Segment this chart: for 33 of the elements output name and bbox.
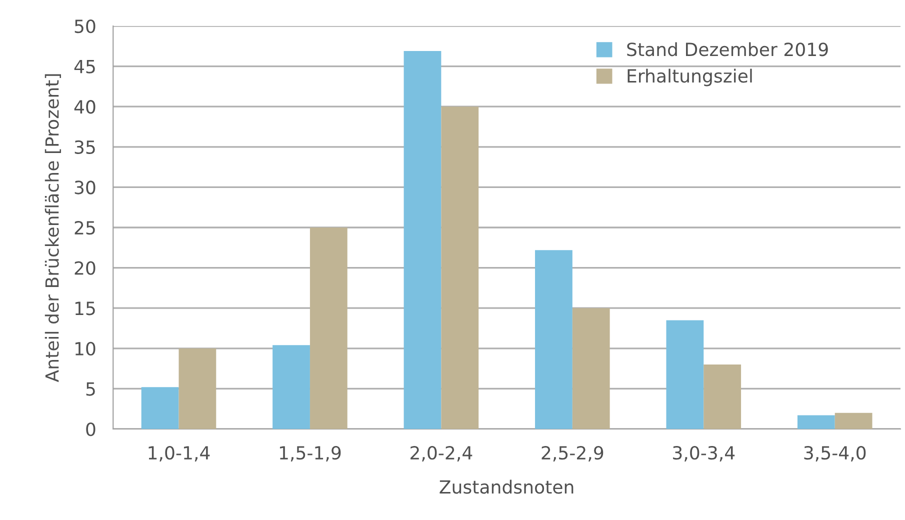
y-tick-label: 35 xyxy=(74,140,95,154)
bar xyxy=(572,308,610,429)
y-tick-label: 20 xyxy=(74,261,96,275)
y-tick-label: 30 xyxy=(74,180,96,194)
y-tick-label: 45 xyxy=(74,60,95,74)
y-axis-title: Anteil der Brückenfläche [Prozent] xyxy=(44,74,61,382)
bar xyxy=(535,250,572,429)
x-tick-label: 2,5-2,9 xyxy=(542,446,604,462)
legend-label: Erhaltungsziel xyxy=(628,68,752,86)
y-tick-label: 40 xyxy=(74,100,96,114)
bar xyxy=(310,228,348,429)
x-tick-label: 3,5-4,0 xyxy=(804,446,866,462)
y-tick-label: 15 xyxy=(75,302,95,316)
bar xyxy=(141,387,179,429)
x-tick-label: 2,0-2,4 xyxy=(410,446,472,462)
x-tick-label: 1,0-1,4 xyxy=(148,446,210,462)
legend-label: Stand Dezember 2019 xyxy=(627,42,828,56)
bar xyxy=(272,345,310,429)
bar xyxy=(666,320,704,429)
bar xyxy=(178,348,216,429)
x-tick-label: 3,0-3,4 xyxy=(673,446,735,462)
bar xyxy=(834,412,872,429)
bar xyxy=(797,415,835,429)
x-axis-title: Zustandsnoten xyxy=(440,480,574,494)
y-tick-label: 5 xyxy=(86,382,95,396)
y-tick-label: 50 xyxy=(74,19,96,34)
bar xyxy=(441,106,479,429)
y-tick-label: 10 xyxy=(75,342,96,356)
bar xyxy=(404,50,442,429)
y-tick-label: 0 xyxy=(86,422,96,436)
x-tick-label: 1,5-1,9 xyxy=(280,446,341,462)
y-tick-label: 25 xyxy=(74,220,95,235)
bar xyxy=(704,364,742,429)
